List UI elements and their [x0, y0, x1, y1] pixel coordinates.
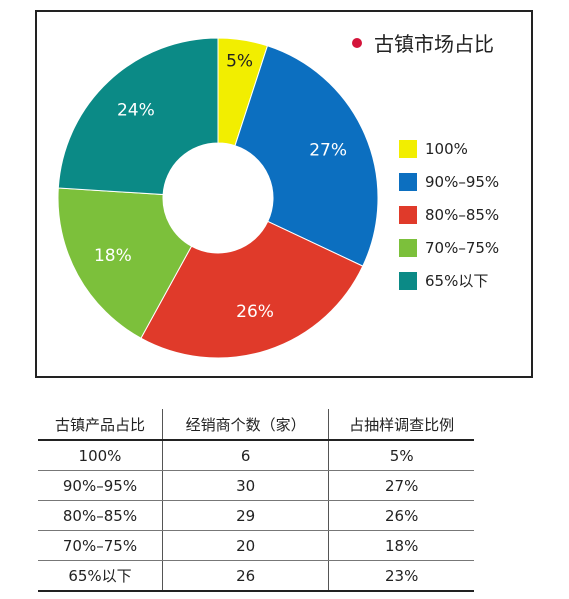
table-cell: 23% [328, 560, 474, 592]
donut-slice [234, 45, 379, 267]
legend-label: 90%–95% [425, 172, 500, 191]
slice-value-label: 27% [309, 140, 347, 160]
table-cell: 29 [161, 500, 329, 531]
table-row: 65%以下 26 23% [38, 560, 474, 592]
table-cell: 100% [38, 440, 163, 471]
column-header: 占抽样调查比例 [328, 409, 474, 441]
legend-label: 100% [425, 139, 468, 158]
legend-swatch [399, 172, 417, 191]
slice-value-label: 18% [94, 246, 132, 266]
slice-value-label: 5% [226, 52, 253, 72]
table-header-row: 古镇产品占比 经销商个数（家） 占抽样调查比例 [38, 409, 474, 441]
legend-item: 100% [399, 132, 499, 165]
table-cell: 20 [161, 530, 329, 561]
slice-value-label: 24% [117, 101, 155, 121]
data-table: 古镇产品占比 经销商个数（家） 占抽样调查比例 100% 6 5% 90%–95… [38, 409, 474, 592]
table-cell: 5% [328, 440, 474, 471]
table-cell: 27% [328, 470, 474, 501]
table-cell: 26% [328, 500, 474, 531]
legend-item: 65%以下 [399, 264, 499, 297]
table-row: 100% 6 5% [38, 440, 474, 471]
donut-slice [57, 37, 219, 196]
donut-slice [57, 187, 193, 339]
table-row: 70%–75% 20 18% [38, 530, 474, 561]
table-cell: 65%以下 [38, 560, 163, 592]
legend-swatch [399, 205, 417, 224]
donut-slice [140, 220, 364, 359]
legend-label: 70%–75% [425, 238, 500, 257]
chart-title-text: 古镇市场占比 [374, 32, 494, 56]
legend-item: 80%–85% [399, 198, 499, 231]
donut-chart: 5% 27% 26% 18% 24% [57, 37, 379, 359]
table-cell: 30 [161, 470, 329, 501]
slice-value-label: 26% [236, 302, 274, 322]
table-cell: 18% [328, 530, 474, 561]
legend-label: 65%以下 [425, 272, 489, 290]
table-cell: 80%–85% [38, 500, 163, 531]
legend-swatch [399, 238, 417, 257]
table-cell: 26 [161, 560, 329, 592]
column-header: 古镇产品占比 [38, 409, 163, 441]
table-cell: 70%–75% [38, 530, 163, 561]
table-cell: 90%–95% [38, 470, 163, 501]
chart-title: 古镇市场占比 [352, 28, 494, 57]
legend-item: 70%–75% [399, 231, 499, 264]
legend-swatch [399, 139, 417, 158]
legend-item: 90%–95% [399, 165, 499, 198]
legend-label: 80%–85% [425, 205, 500, 224]
legend-swatch [399, 271, 417, 290]
table-row: 90%–95% 30 27% [38, 470, 474, 501]
chart-panel: 5% 27% 26% 18% 24% 古镇市场占比 100% 90%–95% 80%–85%… [35, 10, 533, 378]
table-cell: 6 [161, 440, 329, 471]
column-header: 经销商个数（家） [161, 409, 329, 441]
table-row: 80%–85% 29 26% [38, 500, 474, 531]
legend: 100% 90%–95% 80%–85% 70%–75% 65%以下 [399, 132, 499, 297]
title-dot-icon [352, 37, 362, 48]
